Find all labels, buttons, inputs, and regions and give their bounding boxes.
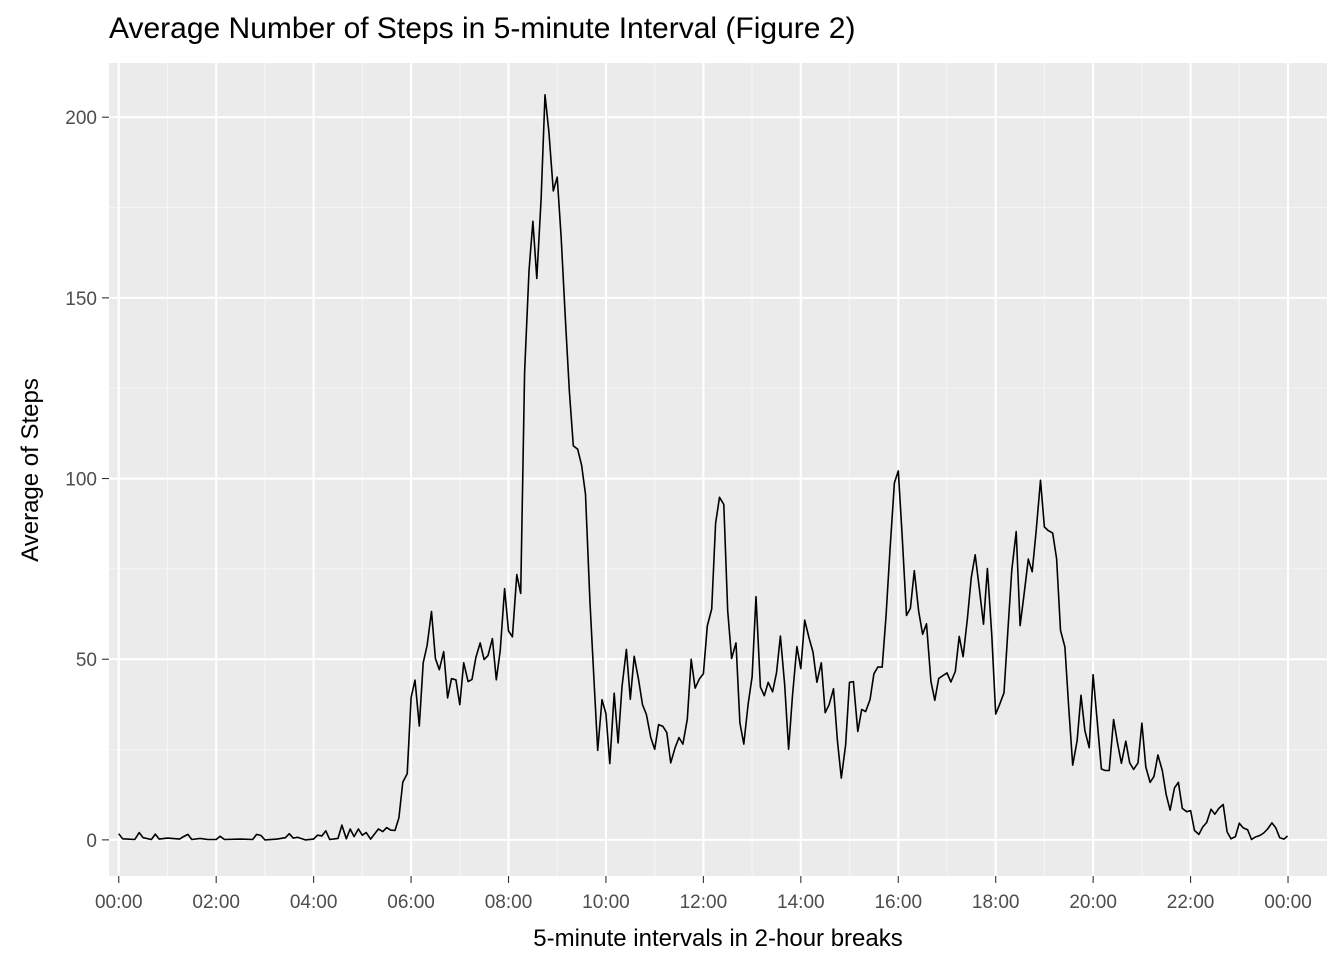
y-axis-ticks: 0 50 100 150 200 (65, 108, 109, 852)
plot-panel (109, 63, 1327, 876)
y-tick-label: 150 (65, 289, 97, 310)
x-axis-title: 5-minute intervals in 2-hour breaks (533, 925, 903, 952)
steps-series-line (118, 94, 1289, 841)
y-axis-title: Average of Steps (17, 378, 44, 562)
x-tick-label: 00:00 (95, 892, 143, 913)
chart-title: Average Number of Steps in 5-minute Inte… (109, 12, 856, 45)
y-tick-label: 0 (86, 831, 97, 852)
x-tick-label: 08:00 (485, 892, 533, 913)
x-tick-label: 00:00 (1264, 892, 1312, 913)
x-tick-label: 02:00 (192, 892, 240, 913)
major-gridlines (109, 63, 1327, 876)
x-tick-label: 18:00 (972, 892, 1020, 913)
x-tick-label: 12:00 (680, 892, 728, 913)
y-tick-label: 200 (65, 108, 97, 129)
x-tick-label: 20:00 (1069, 892, 1117, 913)
x-tick-label: 04:00 (290, 892, 338, 913)
x-tick-label: 14:00 (777, 892, 825, 913)
minor-gridlines (109, 63, 1327, 876)
x-axis-ticks: 00:00 02:00 04:00 06:00 08:00 10:00 12:00 14:00… (95, 876, 1312, 913)
x-tick-label: 16:00 (874, 892, 922, 913)
x-tick-label: 22:00 (1167, 892, 1215, 913)
y-tick-label: 100 (65, 470, 97, 491)
x-tick-label: 06:00 (387, 892, 435, 913)
x-tick-label: 10:00 (582, 892, 630, 913)
y-tick-label: 50 (76, 650, 97, 671)
